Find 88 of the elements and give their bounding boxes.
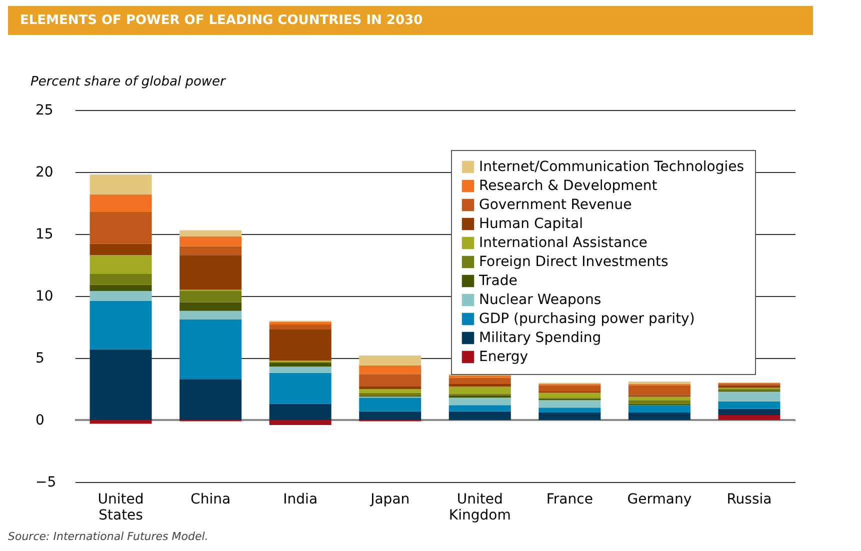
bar bbox=[90, 284, 152, 292]
legend-label: Internet/Communication Technologies bbox=[479, 159, 744, 175]
bar bbox=[718, 391, 780, 402]
x-tick-label: China bbox=[190, 492, 231, 508]
bar bbox=[90, 349, 152, 420]
bar bbox=[180, 379, 242, 420]
y-tick-label: 5 bbox=[36, 350, 44, 366]
legend-label: Trade bbox=[478, 273, 518, 289]
bar bbox=[628, 396, 690, 400]
bar bbox=[628, 382, 690, 384]
chart-title: ELEMENTS OF POWER OF LEADING COUNTRIES IN 2030 bbox=[8, 6, 813, 35]
bar bbox=[90, 291, 152, 301]
y-tick-label: 10 bbox=[36, 288, 54, 304]
bar bbox=[448, 378, 511, 384]
y-axis-title: Percent share of global power bbox=[30, 74, 228, 90]
source-note: Source: International Futures Model. bbox=[8, 530, 210, 543]
bar bbox=[90, 300, 152, 350]
bar bbox=[359, 398, 422, 412]
bar bbox=[90, 274, 152, 285]
bar bbox=[538, 412, 601, 420]
bar bbox=[90, 212, 152, 244]
bar bbox=[269, 372, 332, 404]
y-tick-label: 20 bbox=[36, 164, 54, 180]
bar bbox=[269, 366, 332, 373]
bar bbox=[448, 405, 511, 412]
bar bbox=[180, 230, 242, 236]
bar bbox=[718, 401, 780, 409]
bar bbox=[180, 246, 242, 256]
bar bbox=[180, 310, 242, 320]
bar bbox=[269, 404, 332, 420]
bar bbox=[448, 398, 511, 406]
y-tick-label: −5 bbox=[36, 474, 56, 490]
bar bbox=[90, 244, 152, 256]
bar bbox=[269, 322, 332, 325]
y-tick-label: 15 bbox=[36, 226, 54, 242]
legend-label: Military Spending bbox=[479, 330, 602, 346]
bar bbox=[180, 255, 242, 290]
legend-label: Human Capital bbox=[479, 216, 584, 232]
bar bbox=[359, 356, 422, 366]
bar bbox=[359, 411, 422, 420]
bar bbox=[628, 405, 690, 413]
x-tick-label: India bbox=[283, 492, 318, 508]
bar bbox=[269, 362, 332, 367]
x-tick-label: United Kingdom bbox=[448, 492, 511, 524]
legend-label: Nuclear Weapons bbox=[479, 292, 602, 308]
bar bbox=[90, 255, 152, 274]
x-tick-label: Germany bbox=[627, 492, 692, 508]
bar bbox=[538, 385, 601, 392]
bar bbox=[628, 385, 690, 396]
x-tick-label: France bbox=[546, 492, 593, 508]
legend-label: Research & Development bbox=[479, 178, 658, 194]
x-tick-label: Russia bbox=[726, 492, 772, 508]
bar bbox=[448, 395, 511, 398]
x-tick-label: United States bbox=[98, 492, 144, 524]
bar bbox=[359, 374, 422, 387]
bar bbox=[359, 392, 422, 396]
bar bbox=[718, 415, 780, 420]
bar bbox=[180, 236, 242, 246]
bar bbox=[90, 420, 152, 424]
bar bbox=[180, 302, 242, 311]
bar bbox=[448, 384, 511, 387]
legend-label: Energy bbox=[479, 349, 528, 365]
bar bbox=[718, 408, 780, 416]
y-tick-label: 0 bbox=[36, 412, 44, 428]
bar bbox=[448, 375, 511, 378]
x-tick-label: Japan bbox=[370, 492, 410, 508]
bar bbox=[269, 329, 332, 360]
bar bbox=[90, 174, 152, 194]
legend-label: International Assistance bbox=[479, 235, 648, 251]
bar bbox=[628, 400, 690, 404]
bar bbox=[718, 385, 780, 388]
bar bbox=[269, 420, 332, 425]
bar bbox=[538, 400, 601, 408]
bar bbox=[628, 412, 690, 420]
bar bbox=[359, 365, 422, 374]
legend-label: Foreign Direct Investments bbox=[479, 254, 668, 270]
legend-label: Government Revenue bbox=[479, 197, 632, 213]
bar bbox=[538, 408, 601, 413]
y-tick-label: 25 bbox=[36, 102, 54, 118]
bar bbox=[180, 291, 242, 302]
bar bbox=[448, 386, 511, 394]
bar bbox=[538, 392, 601, 398]
bar bbox=[180, 320, 242, 380]
bar bbox=[448, 411, 511, 420]
bar bbox=[359, 389, 422, 393]
legend-label: GDP (purchasing power parity) bbox=[479, 311, 695, 327]
bar bbox=[269, 324, 332, 330]
bar bbox=[90, 194, 152, 212]
